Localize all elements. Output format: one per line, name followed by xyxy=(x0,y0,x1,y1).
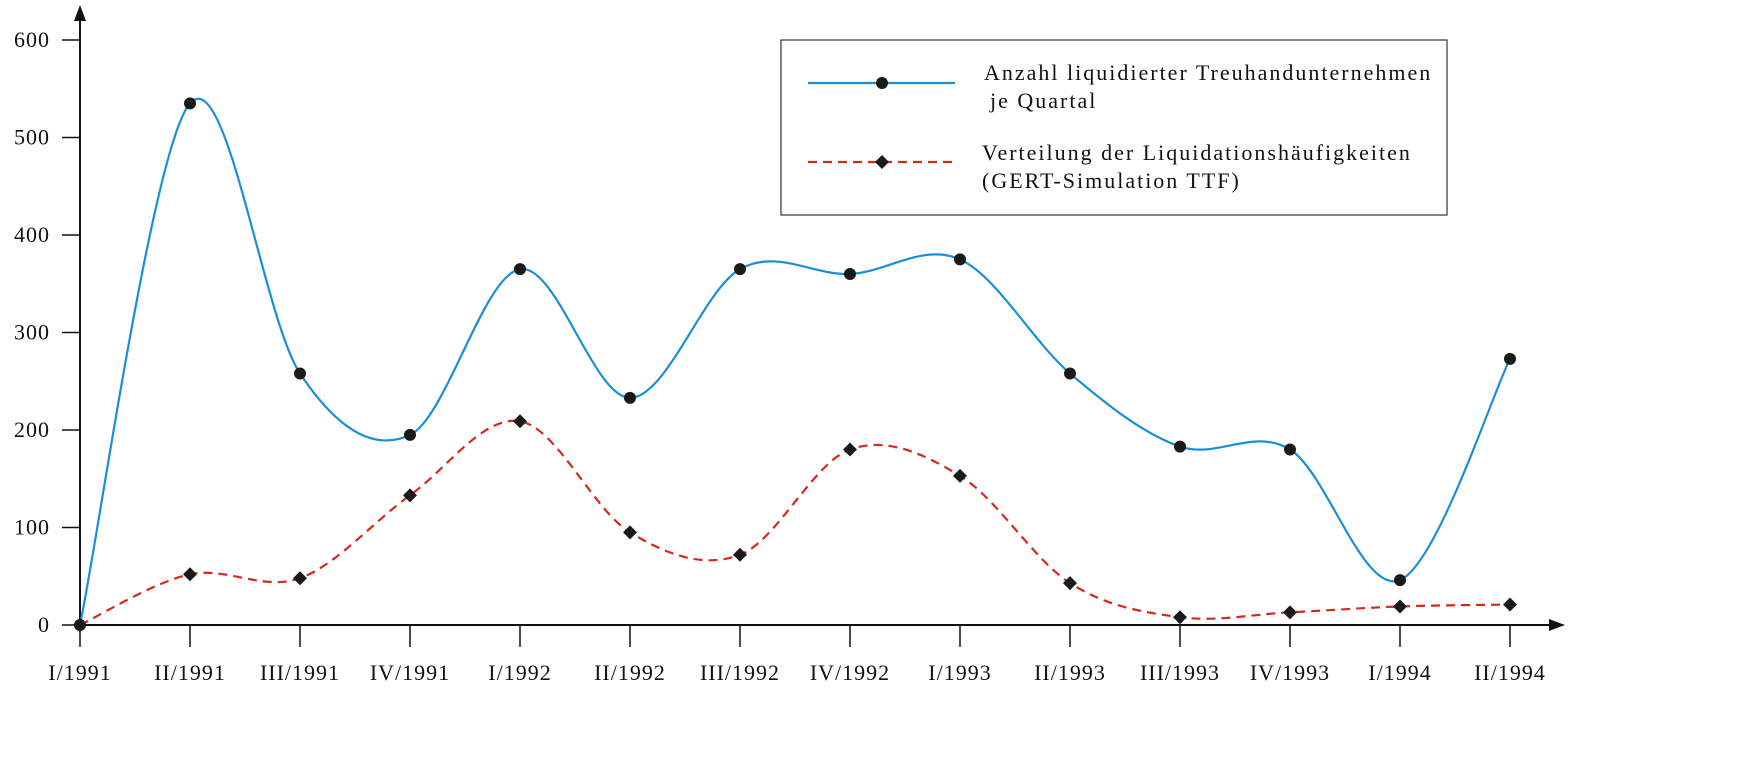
diamond-marker xyxy=(1063,576,1077,591)
legend-swatch-marker xyxy=(876,77,888,89)
diamond-marker xyxy=(513,414,527,429)
diamond-marker xyxy=(73,618,87,632)
series-line xyxy=(79,419,1511,626)
circle-marker xyxy=(1504,352,1516,365)
circle-marker xyxy=(184,97,196,110)
y-tick-label: 0 xyxy=(38,612,50,637)
legend-label: je Quartal xyxy=(989,88,1097,113)
diamond-marker xyxy=(293,571,307,586)
x-tick-label: II/1993 xyxy=(1034,660,1106,685)
series-gert-simulation xyxy=(73,414,1517,632)
diamond-marker xyxy=(733,547,747,562)
x-tick-label: I/1993 xyxy=(928,660,991,685)
series-liquidated-companies xyxy=(74,97,1516,631)
circle-marker xyxy=(1284,443,1296,456)
x-tick-label: III/1993 xyxy=(1140,660,1220,685)
legend-box xyxy=(780,39,1448,216)
diamond-marker xyxy=(403,488,417,503)
circle-marker xyxy=(624,391,636,404)
x-axis-arrow xyxy=(1549,619,1565,631)
x-axis-ticks: I/1991 II/1991 III/1991 IV/1991 I/1992 II/199… xyxy=(48,625,1546,685)
diamond-marker xyxy=(1283,605,1297,620)
y-tick-label: 500 xyxy=(14,125,50,150)
circle-marker xyxy=(404,428,416,441)
legend-label: (GERT-Simulation TTF) xyxy=(982,168,1241,193)
circle-marker xyxy=(1064,367,1076,380)
x-tick-label: I/1992 xyxy=(488,660,551,685)
x-tick-label: I/1991 xyxy=(48,660,111,685)
y-axis-ticks: 0 100 200 300 400 500 600 xyxy=(14,27,80,637)
legend: Anzahl liquidierter Treuhandunternehmen … xyxy=(780,39,1448,216)
circle-marker xyxy=(1394,574,1406,587)
series-layer xyxy=(73,97,1517,632)
diamond-marker xyxy=(1173,610,1187,625)
axes xyxy=(74,5,1565,631)
circle-marker xyxy=(844,268,856,280)
diamond-marker xyxy=(953,468,967,483)
legend-swatch-marker xyxy=(875,155,889,169)
circle-marker xyxy=(1174,440,1186,453)
legend-entry: Verteilung der Liquidationshäufigkeiten (… xyxy=(808,140,1412,193)
legend-entry: Anzahl liquidierter Treuhandunternehmen … xyxy=(808,60,1432,113)
x-tick-label: IV/1993 xyxy=(1250,660,1330,685)
diamond-marker xyxy=(623,525,637,540)
y-tick-label: 300 xyxy=(14,320,50,345)
legend-label: Anzahl liquidierter Treuhandunternehmen xyxy=(984,60,1432,85)
diamond-marker xyxy=(183,567,197,582)
y-axis-arrow xyxy=(74,5,86,21)
circle-marker xyxy=(734,263,746,276)
x-tick-label: II/1992 xyxy=(594,660,666,685)
x-tick-label: IV/1992 xyxy=(810,660,890,685)
y-tick-label: 400 xyxy=(14,222,50,247)
x-tick-label: II/1994 xyxy=(1474,660,1546,685)
diamond-marker xyxy=(1393,599,1407,614)
legend-label: Verteilung der Liquidationshäufigkeiten xyxy=(982,140,1412,165)
diamond-marker xyxy=(1503,597,1517,612)
y-tick-label: 100 xyxy=(14,515,50,540)
x-tick-label: III/1992 xyxy=(700,660,780,685)
circle-marker xyxy=(514,263,526,276)
diamond-marker xyxy=(843,442,857,457)
y-tick-label: 200 xyxy=(14,417,50,442)
x-tick-label: IV/1991 xyxy=(370,660,450,685)
y-tick-label: 600 xyxy=(14,27,50,52)
circle-marker xyxy=(954,253,966,266)
x-tick-label: II/1991 xyxy=(154,660,226,685)
circle-marker xyxy=(294,367,306,380)
x-tick-label: III/1991 xyxy=(260,660,340,685)
x-tick-label: I/1994 xyxy=(1368,660,1431,685)
